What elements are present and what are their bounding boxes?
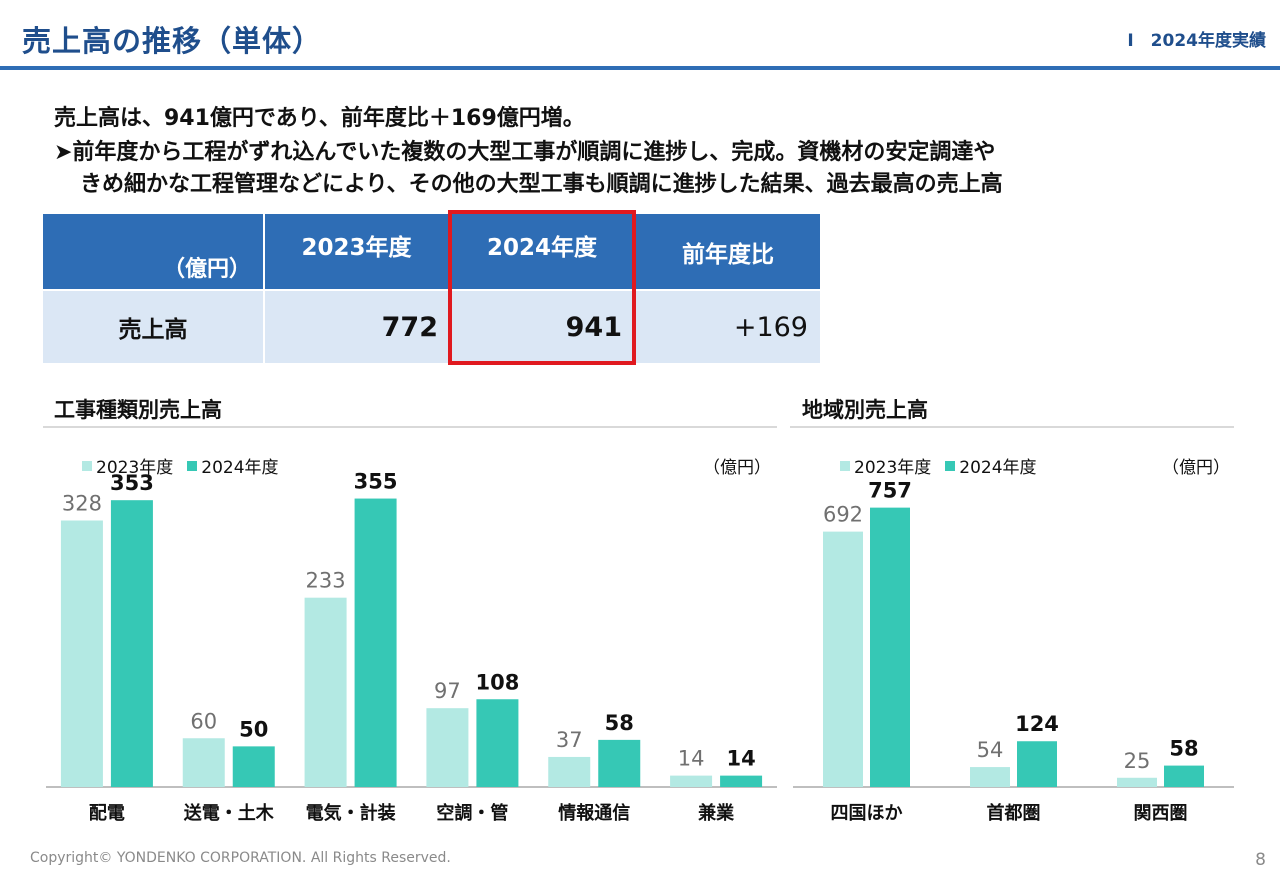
data-label-2023-4: 37 bbox=[556, 728, 583, 752]
chart1-legend: 2023年度 2024年度 bbox=[82, 453, 279, 478]
category-label-3: 空調・管 bbox=[436, 802, 508, 824]
table-header-diff: 前年度比 bbox=[636, 214, 820, 289]
highlight-box bbox=[448, 210, 636, 365]
data-label-2024-5: 14 bbox=[726, 747, 755, 771]
bar-2024-2 bbox=[354, 498, 397, 787]
section-label: Ⅰ 2024年度実績 bbox=[1127, 31, 1266, 51]
bar-2023-2 bbox=[304, 597, 347, 787]
bar-2023-0 bbox=[823, 531, 863, 787]
data-label-2024-1: 124 bbox=[1015, 712, 1059, 736]
bar-2023-4 bbox=[548, 756, 591, 787]
category-label-1: 送電・土木 bbox=[183, 802, 275, 824]
legend-label-2023: 2023年度 bbox=[854, 458, 932, 478]
chart2-unit: （億円） bbox=[1162, 458, 1230, 478]
data-label-2023-2: 25 bbox=[1124, 749, 1151, 773]
category-label-4: 情報通信 bbox=[558, 802, 630, 824]
chart2-title: 地域別売上高 bbox=[802, 398, 928, 422]
legend-swatch-2023 bbox=[82, 460, 92, 471]
data-label-2024-0: 757 bbox=[868, 479, 912, 503]
chart2-title-underline bbox=[790, 426, 1234, 428]
data-label-2023-3: 97 bbox=[434, 679, 461, 703]
bar-2024-5 bbox=[720, 775, 763, 787]
table-row-label: 売上高 bbox=[43, 291, 263, 363]
bar-2024-4 bbox=[598, 739, 641, 787]
data-label-2024-3: 108 bbox=[475, 670, 519, 694]
table-value-diff: +169 bbox=[636, 291, 820, 363]
bar-2024-1 bbox=[232, 746, 275, 787]
page-title: 売上高の推移（単体） bbox=[22, 24, 323, 58]
data-label-2023-1: 54 bbox=[977, 738, 1004, 762]
bar-2023-2 bbox=[1117, 777, 1157, 787]
data-label-2024-2: 355 bbox=[354, 470, 398, 494]
category-label-2: 関西圏 bbox=[1134, 803, 1188, 824]
legend-label-2024: 2024年度 bbox=[959, 458, 1037, 478]
data-label-2023-1: 60 bbox=[190, 709, 217, 733]
category-label-2: 電気・計装 bbox=[306, 802, 396, 824]
bar-2023-1 bbox=[182, 738, 225, 787]
bar-2023-1 bbox=[970, 767, 1010, 787]
bar-2023-0 bbox=[60, 520, 103, 787]
data-label-2024-4: 58 bbox=[605, 711, 634, 735]
legend-swatch-2024 bbox=[187, 460, 198, 471]
legend-label-2024: 2024年度 bbox=[201, 458, 279, 478]
data-label-2023-0: 692 bbox=[823, 503, 863, 527]
table-header-2023: 2023年度 bbox=[265, 214, 448, 289]
chart1-title: 工事種類別売上高 bbox=[54, 398, 222, 422]
table-value-2024: 941 bbox=[450, 291, 634, 363]
category-label-5: 兼業 bbox=[698, 802, 735, 824]
legend-swatch-2023 bbox=[840, 460, 850, 471]
bar-2023-3 bbox=[426, 708, 469, 787]
bar-2023-5 bbox=[670, 775, 713, 787]
legend-swatch-2024 bbox=[945, 460, 956, 471]
page-number: 8 bbox=[1255, 850, 1266, 870]
data-label-2024-0: 353 bbox=[110, 471, 154, 495]
category-label-0: 四国ほか bbox=[831, 803, 903, 824]
data-label-2023-5: 14 bbox=[678, 747, 705, 771]
bar-2024-0 bbox=[870, 507, 910, 787]
bar-2024-3 bbox=[476, 699, 519, 787]
header-divider bbox=[0, 66, 1280, 70]
summary-line-3: きめ細かな工程管理などにより、その他の大型工事も順調に進捗した結果、過去最高の売… bbox=[80, 172, 1003, 197]
data-label-2024-1: 50 bbox=[239, 717, 268, 741]
chart1-title-underline bbox=[43, 426, 777, 428]
data-label-2024-2: 58 bbox=[1169, 737, 1198, 761]
category-label-1: 首都圏 bbox=[987, 802, 1041, 824]
table-unit-header: （億円） bbox=[43, 214, 263, 289]
summary-line-2: ➤前年度から工程がずれ込んでいた複数の大型工事が順調に進捗し、完成。資機材の安定… bbox=[54, 140, 996, 165]
legend-label-2023: 2023年度 bbox=[96, 458, 174, 478]
bar-2024-2 bbox=[1164, 765, 1204, 787]
category-label-0: 配電 bbox=[89, 803, 125, 824]
chart1-unit: （億円） bbox=[703, 458, 771, 478]
chart2-legend: 2023年度 2024年度 bbox=[840, 453, 1037, 478]
data-label-2023-2: 233 bbox=[306, 569, 346, 593]
table-value-2023: 772 bbox=[265, 291, 448, 363]
summary-line-1: 売上高は、941億円であり、前年度比＋169億円増。 bbox=[54, 106, 585, 131]
data-label-2023-0: 328 bbox=[62, 492, 102, 516]
bar-2024-0 bbox=[110, 500, 153, 787]
copyright-footer: Copyright© YONDENKO CORPORATION. All Rig… bbox=[30, 850, 451, 866]
table-header-2024: 2024年度 bbox=[450, 214, 634, 289]
bar-2024-1 bbox=[1017, 741, 1057, 787]
